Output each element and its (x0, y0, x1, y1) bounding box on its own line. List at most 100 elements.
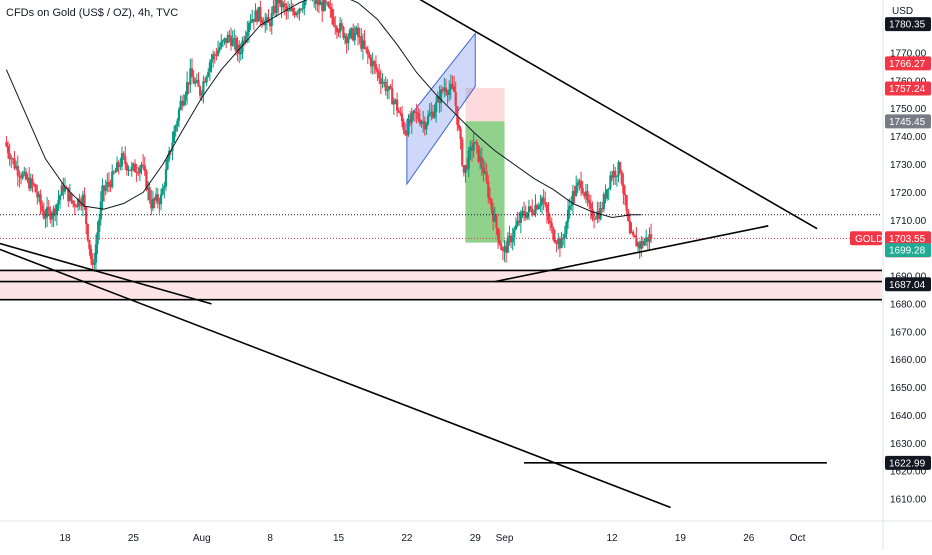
candle-body (363, 40, 366, 48)
candle-body (244, 36, 247, 42)
candle-body (389, 85, 392, 89)
time-tick-label: 12 (606, 533, 618, 544)
candle-body (277, 0, 280, 4)
candle-body (628, 220, 632, 234)
candle-body (358, 36, 361, 38)
candle-body (290, 8, 293, 11)
candle-body (402, 121, 405, 131)
time-tick-label: 19 (675, 533, 687, 544)
candle-body (192, 77, 195, 84)
time-tick-label: 8 (267, 533, 273, 544)
candle-body (472, 143, 475, 151)
candle-body (488, 197, 492, 200)
candle-body (413, 111, 417, 113)
candle-body (256, 10, 259, 22)
candle-body (464, 165, 467, 173)
candle-body (282, 3, 285, 8)
candle-body (327, 2, 330, 7)
candle-body (466, 165, 469, 169)
candle-body (570, 204, 573, 207)
candle-body (638, 242, 641, 249)
candle-body (342, 26, 345, 38)
candle-body (640, 241, 643, 249)
candle-body (423, 121, 426, 130)
candle-body (303, 0, 306, 9)
price-tick-label: 1690.00 (890, 272, 927, 283)
candle-body (399, 112, 402, 114)
candle-body (433, 112, 436, 118)
candle-body (527, 206, 531, 213)
candle-body (47, 207, 50, 210)
candle-body (562, 237, 565, 240)
candle-body (319, 1, 322, 6)
candle-body (86, 224, 89, 241)
candle-body (239, 51, 242, 55)
candle-body (197, 80, 200, 87)
symbol-tag-box (850, 231, 882, 246)
candle-body (223, 38, 226, 41)
candle-body (199, 86, 202, 96)
candle-body (210, 59, 213, 63)
candle-body (565, 221, 568, 234)
candle-body (32, 183, 36, 185)
candle-body (75, 206, 78, 208)
candle-body (41, 205, 44, 211)
candle-body (503, 246, 506, 252)
candle-body (285, 6, 288, 11)
candle-body (88, 240, 91, 250)
candle-body (335, 27, 338, 33)
candle-body (57, 199, 60, 205)
candle-body (286, 10, 290, 12)
candle-body (436, 96, 439, 102)
candle-body (130, 166, 133, 171)
candle-body (607, 188, 610, 190)
candle-body (89, 249, 93, 260)
candle-body (536, 205, 539, 210)
candle-body (606, 189, 609, 199)
candle-body (350, 28, 353, 31)
candle-body (459, 128, 462, 140)
candle-body (62, 185, 65, 192)
candle-body (184, 94, 187, 101)
candle-body (519, 212, 522, 223)
candle-body (163, 186, 166, 189)
candle-body (158, 202, 161, 205)
candle-body (609, 175, 612, 189)
candle-body (70, 193, 73, 201)
candle-body (334, 25, 337, 28)
candle-body (181, 100, 184, 106)
candle-body (376, 69, 379, 72)
candle-body (59, 195, 62, 200)
candle-body (11, 158, 15, 160)
candle-body (514, 225, 518, 230)
candle-body (13, 158, 16, 169)
candle-body (576, 182, 579, 186)
candle-body (231, 39, 234, 46)
candle-body (568, 206, 571, 210)
candle-body (185, 82, 189, 95)
candle-body (68, 193, 71, 202)
candle-body (146, 187, 150, 190)
candle-body (496, 228, 500, 240)
candle-body (438, 96, 441, 104)
candle-body (5, 142, 8, 147)
candle-body (633, 235, 636, 238)
candle-body (448, 89, 451, 96)
candle-body (407, 119, 410, 135)
candle-body (19, 176, 23, 179)
drawings-layer (0, 0, 882, 509)
candle-body (111, 171, 114, 188)
candle-body (340, 23, 343, 27)
price-tick-label: 1750.00 (890, 104, 927, 115)
candle-body (101, 185, 104, 202)
candle-body (526, 212, 529, 218)
candle-body (505, 246, 508, 253)
candle-body (249, 22, 252, 24)
candle-body (506, 237, 509, 253)
support-zone (0, 270, 882, 300)
candle-body (83, 194, 86, 208)
candle-body (498, 239, 501, 245)
candle-body (578, 180, 581, 183)
candle-body (273, 6, 277, 13)
candle-body (405, 134, 408, 136)
